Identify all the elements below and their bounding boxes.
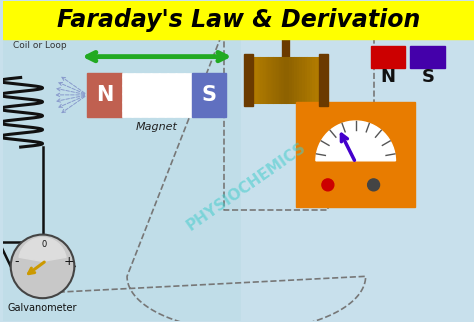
Text: N: N xyxy=(96,85,113,105)
Bar xyxy=(122,72,191,117)
Circle shape xyxy=(322,179,334,191)
Circle shape xyxy=(11,234,74,298)
Bar xyxy=(410,46,445,68)
Bar xyxy=(87,72,122,117)
Text: Galvanometer: Galvanometer xyxy=(8,303,77,313)
Bar xyxy=(245,54,253,106)
Text: S: S xyxy=(201,85,217,105)
Bar xyxy=(319,54,328,106)
Text: 0: 0 xyxy=(42,240,47,249)
Bar xyxy=(3,1,474,39)
Bar xyxy=(241,39,474,321)
Text: Faraday's Law & Derivation: Faraday's Law & Derivation xyxy=(57,8,420,32)
Text: Magnet: Magnet xyxy=(136,122,178,132)
Text: PHYSIOCHEMICS: PHYSIOCHEMICS xyxy=(184,140,309,234)
Text: -: - xyxy=(14,255,19,268)
Bar xyxy=(191,72,227,117)
Text: +: + xyxy=(64,255,75,268)
Text: Coil or Loop: Coil or Loop xyxy=(13,41,66,50)
Bar xyxy=(3,39,241,321)
Text: S: S xyxy=(421,69,434,87)
Wedge shape xyxy=(19,238,66,261)
Bar xyxy=(296,102,415,207)
Bar xyxy=(371,46,405,68)
Circle shape xyxy=(368,179,380,191)
Wedge shape xyxy=(316,121,395,161)
Text: N: N xyxy=(381,69,395,87)
